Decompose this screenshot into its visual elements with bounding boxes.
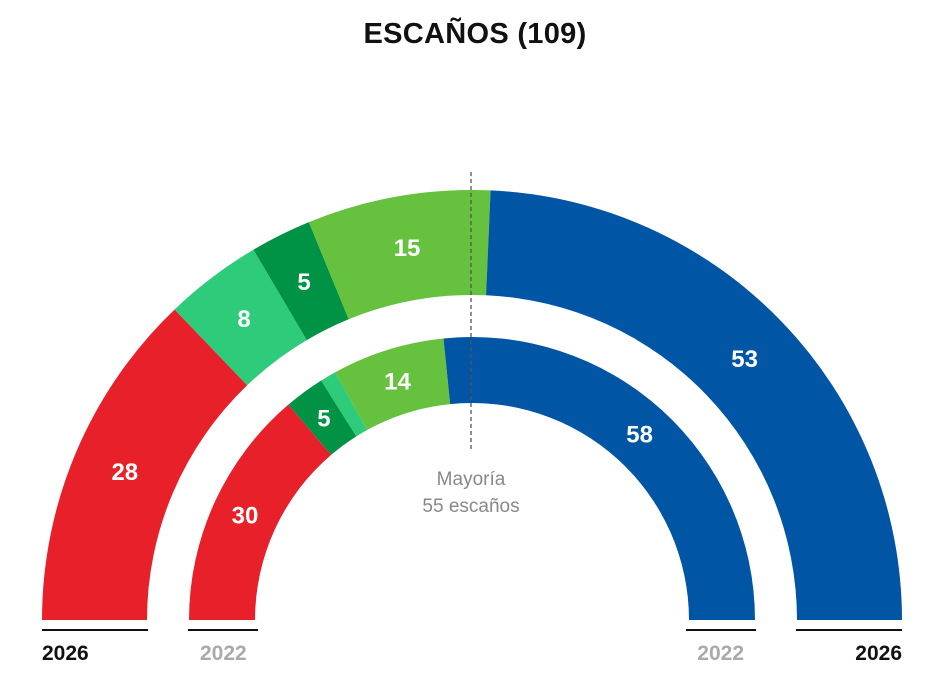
segment-2026-1 xyxy=(174,249,307,386)
year-label-outer-left: 2026 xyxy=(42,642,89,665)
seat-label-2026-1: 8 xyxy=(237,306,250,333)
segment-2026-2 xyxy=(253,222,349,341)
segment-2026-4 xyxy=(486,190,902,620)
segment-2026-3 xyxy=(308,190,491,320)
seat-label-2022-3: 14 xyxy=(384,368,411,395)
majority-label-line1: Mayoría xyxy=(437,469,506,490)
segment-2022-1 xyxy=(288,380,357,455)
segment-2026-0 xyxy=(42,309,248,620)
seat-label-2026-0: 28 xyxy=(111,459,138,486)
seat-label-2022-4: 58 xyxy=(626,422,653,449)
seat-label-2022-1: 5 xyxy=(317,406,330,433)
seat-label-2022-0: 30 xyxy=(232,502,259,529)
seat-labels: 28 8 5 15 53 30 5 14 58 xyxy=(111,235,758,529)
segment-2022-0 xyxy=(189,404,332,620)
segment-2022-3 xyxy=(335,338,451,431)
seat-label-2026-3: 15 xyxy=(394,235,421,262)
majority-label-line2: 55 escaños xyxy=(422,496,519,517)
chart-title: ESCAÑOS (109) xyxy=(363,18,587,50)
segment-2022-2 xyxy=(321,372,368,437)
seat-label-2026-4: 53 xyxy=(731,346,758,373)
seat-label-2026-2: 5 xyxy=(297,269,310,296)
year-label-outer-right: 2026 xyxy=(855,642,902,665)
year-label-inner-right: 2022 xyxy=(697,642,744,665)
year-label-inner-left: 2022 xyxy=(200,642,247,665)
segment-2022-4 xyxy=(443,337,756,620)
seat-segments xyxy=(42,190,902,620)
